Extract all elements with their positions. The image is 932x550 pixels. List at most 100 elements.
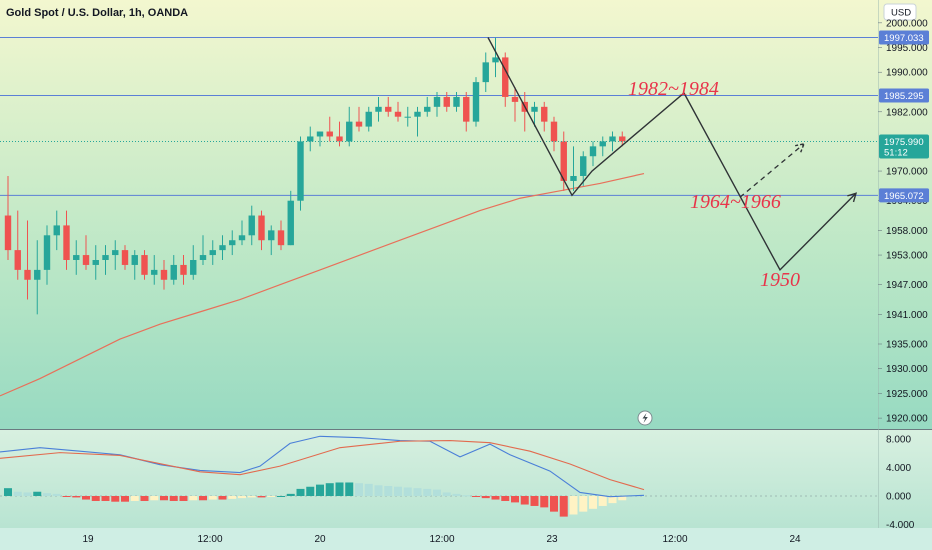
candle-body — [599, 141, 606, 147]
candle-up — [112, 240, 119, 270]
macd-histogram-bar — [559, 496, 568, 517]
candle-body — [404, 116, 411, 118]
time-axis-background — [0, 528, 932, 550]
drawings[interactable] — [487, 37, 858, 272]
candle-up — [346, 106, 353, 147]
price-tick-label: 1958.000 — [886, 226, 928, 237]
candle-up — [199, 235, 207, 265]
candle-down — [14, 210, 21, 280]
chart-title: Gold Spot / U.S. Dollar, 1h, OANDA — [6, 7, 188, 19]
candle-body — [277, 230, 285, 246]
candle-body — [589, 146, 597, 157]
price-tag-label: 1997.033 — [884, 33, 924, 44]
candle-body — [550, 121, 558, 142]
candle-up — [238, 220, 246, 246]
candle-body — [580, 156, 587, 176]
candle-body — [336, 136, 343, 142]
annotation-1950[interactable]: 1950 — [760, 269, 800, 291]
candle-down — [4, 176, 12, 260]
candle-body — [502, 57, 509, 97]
macd-histogram-bar — [335, 482, 344, 496]
price-tag-label: 1965.072 — [884, 191, 924, 202]
currency-button[interactable]: USD — [883, 3, 917, 21]
candle-body — [511, 96, 519, 102]
candle-up — [268, 225, 275, 256]
price-tick-label: 1920.000 — [886, 414, 928, 425]
macd-histogram-bar — [4, 488, 12, 496]
horizontal-levels[interactable] — [0, 36, 878, 196]
candle-body — [43, 235, 51, 270]
macd-histogram-bar — [189, 496, 198, 501]
candle-down — [326, 116, 333, 142]
dashed-arrowhead — [795, 142, 806, 153]
candle-up — [34, 240, 41, 315]
candle-down — [550, 116, 558, 152]
price-tag-label: 1985.295 — [884, 91, 924, 102]
macd-tick-label: 4.000 — [886, 463, 911, 474]
annotation-1982-1984[interactable]: 1982~1984 — [628, 78, 719, 100]
macd-histogram-bar — [520, 496, 529, 505]
macd-indicator — [0, 435, 878, 517]
candle-body — [141, 255, 148, 275]
candle-down — [511, 87, 519, 122]
candle-body — [180, 264, 187, 275]
candle-body — [619, 136, 626, 142]
candle-body — [463, 96, 470, 122]
macd-histogram-bar — [179, 496, 188, 501]
price-tags: 1997.033 1985.295 1965.072 — [879, 30, 929, 203]
candle-body — [102, 255, 109, 260]
currency-label: USD — [891, 8, 911, 19]
candle-body — [297, 141, 304, 201]
macd-histogram-bar — [130, 496, 139, 501]
candle-up — [92, 245, 99, 280]
candle-down — [355, 106, 363, 132]
price-tick-label: 1935.000 — [886, 340, 928, 351]
macd-tick-label: 0.000 — [886, 492, 911, 503]
candle-body — [307, 136, 314, 142]
macd-histogram-bar — [530, 496, 539, 506]
annotation-1964-1966[interactable]: 1964~1966 — [690, 191, 781, 213]
candle-body — [268, 230, 275, 241]
candle-up — [229, 230, 236, 256]
candle-up — [307, 126, 314, 152]
macd-histogram-bar — [511, 496, 519, 503]
candle-down — [160, 260, 168, 290]
macd-histogram-bar — [491, 496, 500, 500]
macd-histogram-bar — [247, 496, 256, 498]
macd-axis: 8.000 4.000 0.000 -4.000 — [886, 435, 915, 531]
candle-body — [92, 260, 99, 265]
macd-histogram-bar — [257, 496, 266, 498]
candle-down — [24, 220, 31, 300]
macd-histogram-bar — [316, 484, 324, 496]
dashed-projection-line — [739, 143, 805, 198]
price-tick-label: 1995.000 — [886, 43, 928, 54]
candles[interactable] — [4, 37, 626, 315]
candle-up — [453, 92, 460, 112]
time-axis[interactable]: 19 12:00 20 12:00 23 12:00 24 — [82, 534, 801, 545]
price-tag-bg — [879, 30, 929, 45]
macd-histogram-bar — [121, 496, 129, 502]
price-tick-label: 2000.000 — [886, 18, 928, 29]
macd-histogram-bar — [238, 496, 246, 499]
macd-histogram-bar — [569, 496, 578, 515]
candle-body — [287, 200, 294, 246]
candle-body — [492, 57, 499, 63]
candle-body — [443, 96, 450, 107]
candle-body — [229, 240, 236, 246]
candle-up — [414, 106, 421, 137]
candle-body — [248, 215, 255, 236]
macd-histogram-bar — [501, 496, 510, 501]
candle-body — [355, 121, 363, 127]
lightning-icon[interactable] — [637, 410, 653, 426]
candle-body — [385, 106, 392, 112]
macd-histogram-bar — [403, 487, 412, 496]
candle-up — [482, 52, 489, 92]
candle-body — [453, 96, 460, 107]
candle-body — [531, 106, 538, 112]
macd-histogram-bar — [618, 496, 627, 501]
macd-histogram-bar — [82, 496, 90, 500]
price-tick-label: 1953.000 — [886, 251, 928, 262]
macd-tick-label: 8.000 — [886, 435, 911, 446]
